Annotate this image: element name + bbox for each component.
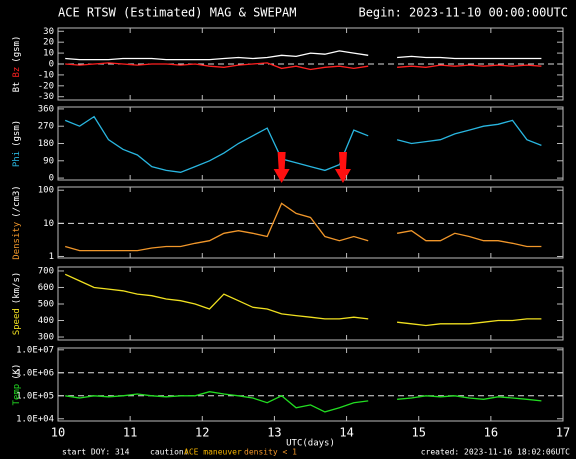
y-tick-label: 500 [38,299,54,309]
y-tick-label: 20 [43,38,54,48]
series-line [65,391,542,413]
series-line [64,273,542,327]
legend-entry: Temp [12,384,22,406]
y-unit: (K) [12,364,22,380]
y-tick-label: 0 [49,60,54,70]
y-tick-label: 700 [38,266,54,276]
plot-frame [57,106,564,181]
y-tick-label: -10 [38,70,54,80]
y-axis-label: Bt Bz (gsm) [12,36,22,93]
y-tick-label: 1.0E+07 [16,345,54,355]
x-tick-label: 16 [484,426,498,440]
plot-frame [57,266,564,341]
y-tick-label: 360 [38,104,54,114]
x-tick-label: 10 [51,426,65,440]
y-tick-label: 1 [49,252,54,262]
y-unit: (/cm3) [12,185,22,218]
y-unit: (gsm) [12,36,22,63]
y-axis-label: Phi (gsm) [12,120,22,167]
plot-frame [57,186,564,259]
y-unit: (km/s) [12,272,22,305]
series-line [65,50,542,61]
density-note: density < 1 [244,448,297,457]
y-tick-label: 100 [38,186,54,196]
y-tick-label: 10 [43,219,54,229]
series-line [65,62,542,71]
y-axis-label: Density (/cm3) [12,185,22,259]
created-time: created: 2023-11-16 18:02:06UTC [421,448,570,457]
x-axis-label: UTC(days) [286,439,335,449]
legend-entry: Phi [12,151,22,167]
y-tick-label: 0 [49,174,54,184]
series-line [65,202,542,252]
y-tick-label: 1.0E+04 [16,414,54,424]
y-tick-label: 300 [38,333,54,343]
y-tick-label: 10 [43,49,54,59]
title: ACE RTSW (Estimated) MAG & SWEPAM [58,6,296,20]
x-tick-label: 13 [267,426,281,440]
caution: caution: [150,448,189,457]
y-tick-label: 270 [38,122,54,132]
x-tick-label: 12 [195,426,209,440]
y-tick-label: 1.0E+05 [16,391,54,401]
series-line [64,115,542,173]
x-tick-label: 15 [411,426,425,440]
y-tick-label: -30 [38,92,54,102]
y-tick-label: 1.0E+06 [16,368,54,378]
y-tick-label: 400 [38,316,54,326]
x-tick-label: 17 [556,426,570,440]
maneuver-note: ACE maneuver [184,448,242,457]
legend-entry: Density [12,221,22,260]
y-tick-label: 90 [43,156,54,166]
y-axis-label: Temp (K) [12,364,22,406]
x-tick-label: 11 [123,426,137,440]
begin-time: Begin: 2023-11-10 00:00:00UTC [358,6,568,20]
annotation-arrow [334,152,351,183]
legend-entry: Bt [12,82,22,93]
legend-entry: Bz [12,67,22,78]
start-doy: start DOY: 314 [62,448,130,457]
legend-entry: Speed [12,308,22,335]
y-axis-label: Speed (km/s) [12,272,22,336]
annotation-arrow [273,152,290,183]
y-unit: (gsm) [12,120,22,147]
y-tick-label: 180 [38,139,54,149]
y-tick-label: 600 [38,283,54,293]
plot-frame [57,347,564,422]
y-tick-label: 30 [43,27,54,37]
x-tick-label: 14 [339,426,353,440]
y-tick-label: -20 [38,81,54,91]
